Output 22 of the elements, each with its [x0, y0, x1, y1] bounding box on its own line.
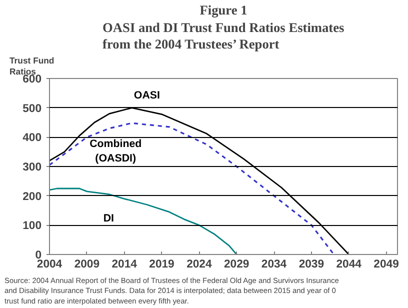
x-tick-label: 2024 [186, 258, 212, 270]
series-label: DI [103, 212, 114, 225]
x-tick-label: 2014 [112, 258, 138, 270]
x-tick-label: 2009 [74, 258, 100, 270]
y-tick-label: 400 [22, 132, 42, 144]
y-tick-label: 500 [22, 102, 42, 115]
x-tick-label: 2049 [374, 258, 399, 270]
chart-title: Figure 1 [200, 2, 248, 18]
x-tick-label: 2039 [298, 258, 324, 270]
y-tick-label: 100 [22, 220, 42, 232]
x-tick-label: 2004 [36, 258, 63, 270]
series-label: OASI [134, 89, 160, 102]
chart-subtitle: OASI and DI Trust Fund Ratios Estimates from the 2004 Trustees’ Report [102, 20, 344, 52]
x-tick-label: 2019 [149, 258, 174, 270]
y-tick-label: 300 [22, 162, 42, 174]
x-tick-label: 2029 [224, 258, 250, 270]
x-tick-label: 2044 [336, 258, 362, 270]
line-series [50, 188, 238, 254]
series-label: Combined (OASDI) [90, 138, 142, 164]
x-tick-label: 2034 [261, 258, 288, 270]
y-tick-label: 200 [22, 190, 42, 203]
y-tick-label: 600 [22, 74, 42, 86]
